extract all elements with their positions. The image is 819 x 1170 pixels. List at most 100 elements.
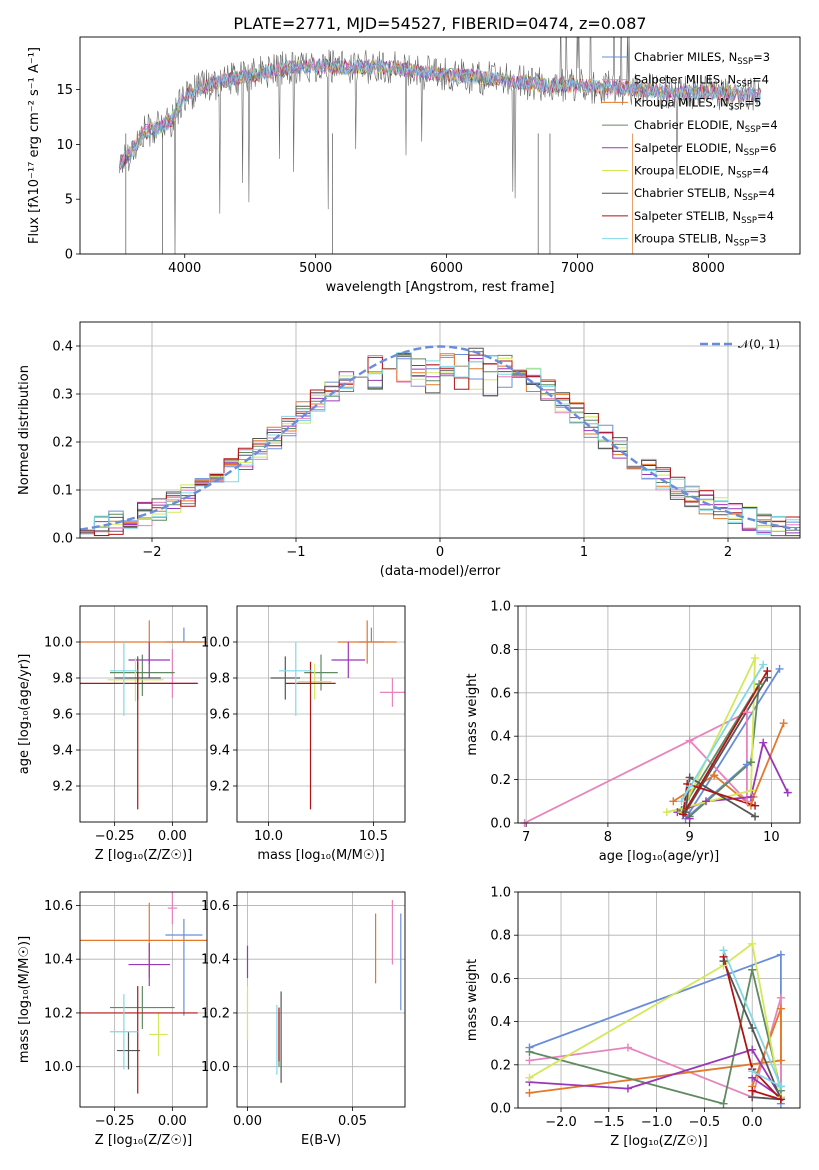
weight-marker-kroupa-elodie xyxy=(751,654,760,663)
legend-value: =3 xyxy=(749,232,766,246)
weight-marker-salpeter-miles xyxy=(685,736,694,745)
weight-marker-salpeter-stelib xyxy=(751,801,760,810)
y-tick-label: 0.0 xyxy=(490,817,511,832)
x-tick-label: 10.0 xyxy=(254,829,283,844)
y-tick-label: 9.2 xyxy=(52,780,73,795)
y-tick-label: 9.2 xyxy=(209,780,230,795)
plot-area-Z-age xyxy=(80,620,207,810)
legend-subscript: SSP xyxy=(741,216,757,226)
weight-marker-salpeter-stelib xyxy=(748,1086,757,1095)
x-tick-label: 0.0 xyxy=(742,1115,763,1130)
x-tick-label: 10.5 xyxy=(359,829,388,844)
weight-marker-chabrier-elodie xyxy=(719,1099,728,1108)
weight-marker-kroupa-elodie xyxy=(746,786,755,795)
weight-marker-kroupa-miles xyxy=(776,1004,785,1013)
weight-marker-chabrier-miles xyxy=(775,664,784,673)
y-tick-label: 10.4 xyxy=(44,953,73,968)
spectrum-line-chabrier-elodie xyxy=(118,57,762,168)
y-tick-label: 9.4 xyxy=(52,744,73,759)
weight-marker-salpeter-stelib xyxy=(776,1095,785,1104)
y-tick-label: 0.8 xyxy=(490,929,511,944)
weight-line-chabrier-miles xyxy=(684,668,781,820)
figure-title: PLATE=2771, MJD=54527, FIBERID=0474, z=0… xyxy=(233,14,646,33)
legend-entry: Salpeter MILES, NSSP=4 xyxy=(634,73,769,90)
legend-value: =3 xyxy=(753,50,770,64)
legend-value: =5 xyxy=(744,95,761,109)
axes-frame xyxy=(517,891,801,1109)
y-axis-label: mass weight xyxy=(465,959,480,1041)
y-tick-label: 1.0 xyxy=(490,886,511,901)
y-tick-label: 10.4 xyxy=(201,953,230,968)
weight-marker-kroupa-stelib xyxy=(748,1067,757,1076)
legend-value: =4 xyxy=(761,118,778,132)
weight-line-kroupa-elodie xyxy=(666,657,756,813)
weight-marker-salpeter-stelib xyxy=(679,810,688,819)
legend-value: =4 xyxy=(758,186,775,200)
y-tick-label: 0.0 xyxy=(490,1102,511,1117)
weight-marker-salpeter-elodie xyxy=(748,1045,757,1054)
legend-entry: Kroupa STELIB, NSSP=3 xyxy=(634,232,766,249)
weight-marker-salpeter-elodie xyxy=(759,738,768,747)
x-tick-label: −1.0 xyxy=(641,1115,673,1130)
spectrum-line-kroupa-stelib xyxy=(119,58,762,167)
axes-weights-age: 7 8 9 10 0.0 0.2 0.4 0.6 0.8 1.0 age [log₁₀(age/yr… xyxy=(465,600,801,864)
y-tick-label: 0.4 xyxy=(490,730,511,745)
weight-line-chabrier-stelib xyxy=(684,677,769,818)
x-tick-label: 1 xyxy=(580,545,588,560)
legend-value: =6 xyxy=(760,141,777,155)
axes-mass-age: 10.0 10.5 9.2 9.4 9.6 9.8 10.0 mass [log₁₀(M/M☉… xyxy=(201,605,406,863)
y-tick-label: 0.1 xyxy=(52,484,73,499)
legend-subscript: SSP xyxy=(736,171,752,181)
legend-subscript: SSP xyxy=(737,57,753,67)
weight-line-kroupa-elodie xyxy=(529,942,782,1098)
weight-marker-kroupa-elodie xyxy=(525,1073,534,1082)
legend-subscript: SSP xyxy=(736,80,752,90)
y-tick-label: 0.6 xyxy=(490,686,511,701)
weight-marker-salpeter-elodie xyxy=(783,788,792,797)
y-tick-label: 0.0 xyxy=(52,532,73,547)
y-tick-label: 10.0 xyxy=(201,636,230,651)
legend-subscript: SSP xyxy=(742,193,758,203)
weight-line-salpeter-stelib xyxy=(682,670,769,815)
legend-subscript: SSP xyxy=(745,125,761,135)
x-axis-label: wavelength [Angstrom, rest frame] xyxy=(326,280,555,295)
x-tick-label: −0.25 xyxy=(95,1114,135,1129)
y-tick-label: 1.0 xyxy=(490,600,511,615)
axes-frame xyxy=(79,605,208,823)
x-tick-label: 7000 xyxy=(561,261,594,276)
weight-line-kroupa-miles xyxy=(529,1008,782,1094)
histogram-kroupa-stelib xyxy=(80,352,800,535)
weight-marker-chabrier-miles xyxy=(742,760,751,769)
x-tick-label: 10 xyxy=(763,830,780,845)
weight-marker-salpeter-elodie xyxy=(623,1084,632,1093)
weight-line-salpeter-stelib xyxy=(722,956,784,1102)
axes-weights-Z: −2.0 −1.5 −1.0 −0.5 0.0 0.0 0.2 0.4 0.6 0.8 1.0 Z [… xyxy=(465,886,801,1149)
y-tick-label: 10 xyxy=(56,138,73,153)
axes-EBV-mass: 0.00 0.05 10.0 10.2 10.4 10.6 E(B-V) xyxy=(201,891,406,1148)
legend-entry: 𝒩(0, 1) xyxy=(738,337,780,351)
axes-frame xyxy=(236,605,406,823)
y-tick-label: 0.6 xyxy=(490,972,511,987)
weight-marker-kroupa-miles xyxy=(525,1088,534,1097)
spectrum-legend: Chabrier MILES, NSSP=3 Salpeter MILES, NS… xyxy=(602,50,778,249)
legend-value: =4 xyxy=(757,209,774,223)
x-tick-label: −2 xyxy=(142,545,161,560)
y-tick-label: 10.2 xyxy=(201,1006,230,1021)
normal-reference-curve xyxy=(80,345,798,531)
x-tick-label: 0.05 xyxy=(338,1114,367,1129)
weight-marker-kroupa-stelib xyxy=(759,660,768,669)
axes-spectrum: 4000 5000 6000 7000 8000 0 5 10 15 wavelength [An… xyxy=(27,36,801,295)
x-tick-label: −2.0 xyxy=(545,1115,577,1130)
x-tick-label: 7 xyxy=(522,830,530,845)
legend-entry: Chabrier ELODIE, NSSP=4 xyxy=(634,118,778,135)
y-tick-label: 10.0 xyxy=(44,1060,73,1075)
legend-subscript: SSP xyxy=(734,239,750,249)
plot-area-spectrum xyxy=(118,37,762,254)
y-tick-label: 10.6 xyxy=(44,899,73,914)
plot-area-weights-Z xyxy=(529,942,784,1105)
weight-marker-chabrier-miles xyxy=(776,950,785,959)
y-tick-label: 0.4 xyxy=(490,1015,511,1030)
x-tick-label: −0.5 xyxy=(689,1115,721,1130)
